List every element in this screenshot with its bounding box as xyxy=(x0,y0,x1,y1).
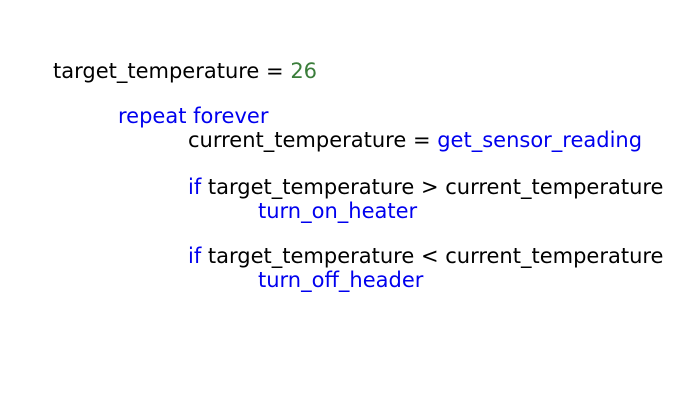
current-temperature-var: current_temperature xyxy=(188,128,407,152)
forever-keyword: forever xyxy=(193,104,269,128)
if-keyword: if xyxy=(188,175,202,199)
turn-on-heater-call: turn_on_heater xyxy=(258,199,418,223)
code-line-if-greater: if target_temperature > current_temperat… xyxy=(188,175,663,199)
code-line-read-sensor: current_temperature = get_sensor_reading xyxy=(188,128,642,152)
code-line-turn-on-heater: turn_on_heater xyxy=(258,199,417,223)
condition-greater: target_temperature > current_temperature xyxy=(207,175,664,199)
if-keyword: if xyxy=(188,244,202,268)
target-value-number: 26 xyxy=(290,59,318,83)
turn-off-header-call: turn_off_header xyxy=(258,268,424,292)
code-line-repeat-forever: repeat forever xyxy=(118,104,268,128)
code-line-assign-target: target_temperature = 26 xyxy=(53,59,317,83)
repeat-keyword: repeat xyxy=(118,104,187,128)
assign-operator: = xyxy=(259,59,291,83)
assign-operator: = xyxy=(406,128,438,152)
target-temperature-var: target_temperature xyxy=(53,59,260,83)
condition-less: target_temperature < current_temperature xyxy=(207,244,664,268)
get-sensor-reading-call: get_sensor_reading xyxy=(437,128,643,152)
code-line-turn-off-header: turn_off_header xyxy=(258,268,423,292)
code-line-if-less: if target_temperature < current_temperat… xyxy=(188,244,663,268)
